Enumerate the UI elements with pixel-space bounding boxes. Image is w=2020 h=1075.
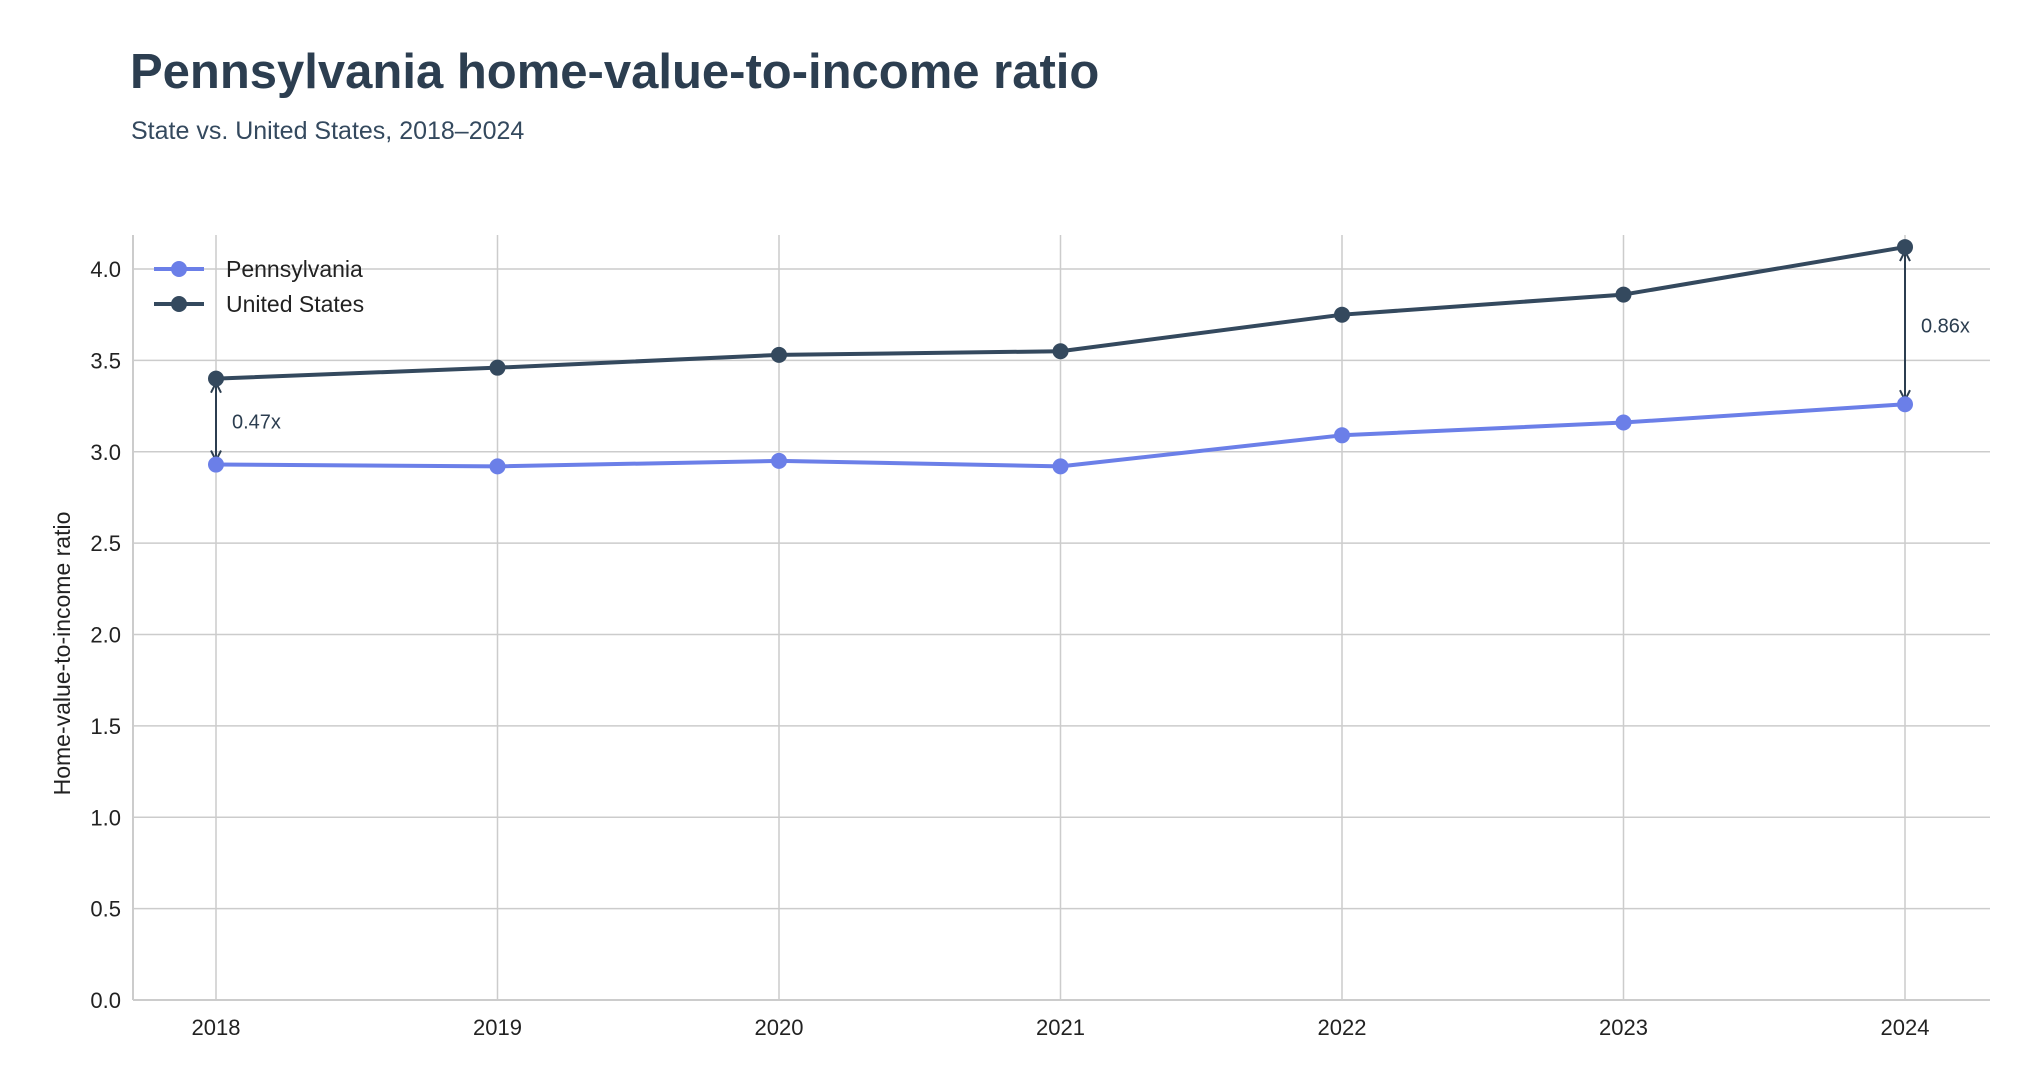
- data-point: [1615, 286, 1632, 303]
- gap-label: 0.86x: [1921, 316, 1970, 338]
- y-tick-label: 2.5: [90, 531, 121, 556]
- data-point: [1052, 458, 1069, 475]
- gap-label: 0.47x: [232, 412, 281, 434]
- series-lines: [208, 239, 1913, 475]
- y-axis-label: Home-value-to-income ratio: [49, 512, 75, 796]
- chart-subtitle: State vs. United States, 2018–2024: [131, 117, 525, 145]
- data-point: [208, 456, 224, 473]
- y-tick-label: 1.5: [90, 714, 121, 739]
- y-tick-label: 0.5: [90, 897, 121, 922]
- x-tick-label: 2020: [755, 1015, 804, 1040]
- data-point: [1615, 414, 1632, 431]
- y-tick-label: 0.0: [90, 988, 121, 1013]
- legend-swatch-marker: [171, 261, 187, 277]
- legend-label: United States: [226, 291, 364, 317]
- data-point: [208, 370, 224, 387]
- data-point: [489, 458, 506, 475]
- x-tick-label: 2022: [1318, 1015, 1367, 1040]
- legend-swatch-marker: [171, 296, 187, 312]
- data-point: [1052, 343, 1069, 360]
- data-point: [771, 346, 787, 363]
- y-tick-label: 2.0: [90, 623, 121, 648]
- data-point: [1897, 396, 1913, 413]
- x-tick-label: 2018: [192, 1015, 241, 1040]
- x-tick-label: 2021: [1036, 1015, 1085, 1040]
- y-tick-label: 4.0: [90, 257, 121, 282]
- data-point: [1334, 427, 1350, 444]
- y-tick-label: 1.0: [90, 805, 121, 830]
- gap-annotations: 0.47x 0.86x: [216, 251, 1970, 460]
- x-tick-label: 2023: [1599, 1015, 1648, 1040]
- data-point: [771, 452, 787, 469]
- legend-label: Pennsylvania: [226, 256, 363, 282]
- axes: 0.0 0.5 1.0 1.5 2.0 2.5 3.0 3.5 4.0 2018 2019 2020 2…: [49, 235, 1990, 1040]
- data-point: [1897, 239, 1913, 256]
- grid-lines: [133, 235, 1990, 1000]
- data-point: [1334, 306, 1350, 323]
- x-tick-label: 2024: [1881, 1015, 1930, 1040]
- chart-title: Pennsylvania home-value-to-income ratio: [130, 45, 1100, 99]
- y-tick-label: 3.5: [90, 348, 121, 373]
- x-tick-label: 2019: [473, 1015, 522, 1040]
- legend: Pennsylvania United States: [154, 256, 364, 317]
- data-point: [489, 359, 506, 376]
- y-tick-label: 3.0: [90, 440, 121, 465]
